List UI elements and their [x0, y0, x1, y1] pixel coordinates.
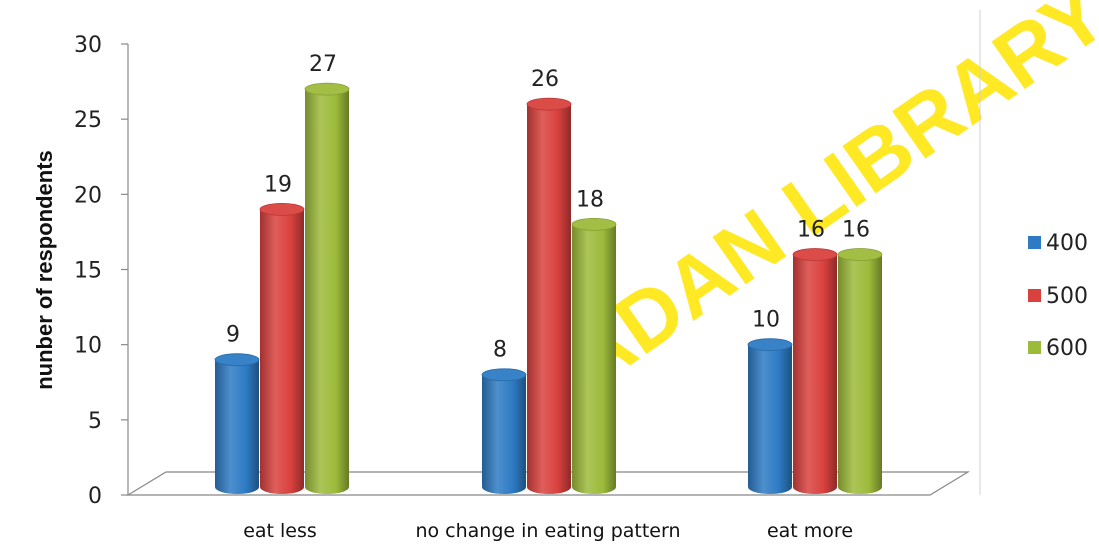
- y-tick-label: 10: [74, 334, 102, 359]
- data-label: 19: [264, 172, 292, 197]
- bar-400-1: [481, 368, 527, 494]
- data-label: 16: [842, 217, 870, 242]
- bar-top: [571, 217, 617, 231]
- y-tick-label: 20: [74, 183, 102, 208]
- legend-swatch: [1028, 341, 1041, 354]
- bar-body: [482, 374, 526, 494]
- legend-item-400: 400: [1028, 231, 1088, 256]
- bar-600-1: [571, 217, 617, 494]
- legend-label: 400: [1046, 231, 1088, 256]
- bar-600-0: [304, 82, 350, 494]
- data-label: 18: [576, 187, 604, 212]
- bar-top: [214, 353, 260, 367]
- bar-400-0: [214, 353, 260, 494]
- legend: 400 500 600: [1028, 231, 1088, 361]
- legend-label: 500: [1046, 284, 1088, 309]
- data-label: 27: [309, 52, 337, 77]
- bar-body: [748, 344, 792, 494]
- bar-body: [793, 254, 837, 494]
- bar-top: [747, 338, 793, 352]
- bar-body: [572, 224, 616, 494]
- bar-500-2: [792, 248, 838, 494]
- legend-swatch: [1028, 236, 1041, 249]
- y-axis-title: nunber of respondents: [32, 150, 57, 390]
- y-tick-label: 25: [74, 108, 102, 133]
- bar-600-2: [837, 248, 883, 494]
- bar-500-1: [526, 97, 572, 494]
- data-labels: 9 19 27 8 26 18 10 16 16: [226, 52, 870, 363]
- data-label: 16: [797, 217, 825, 242]
- bar-body: [305, 89, 349, 494]
- bar-top: [837, 248, 883, 261]
- bar-top: [259, 202, 305, 216]
- bar-top: [304, 82, 350, 96]
- y-tick-label: 30: [74, 33, 102, 58]
- category-labels: eat less no change in eating pattern eat m…: [243, 520, 853, 542]
- legend-item-500: 500: [1028, 284, 1088, 309]
- category-label: eat more: [767, 520, 853, 542]
- bar-top: [526, 97, 572, 111]
- y-tick-label: 5: [88, 409, 102, 434]
- bar-body: [260, 209, 304, 494]
- y-tick-label: 0: [88, 484, 102, 509]
- legend-swatch: [1028, 289, 1041, 302]
- bar-body: [838, 254, 882, 494]
- legend-item-600: 600: [1028, 336, 1088, 361]
- y-axis-ticks: 0 5 10 15 20 25 30: [74, 33, 128, 509]
- data-label: 10: [752, 308, 780, 333]
- bars-group: [214, 82, 883, 494]
- y-tick-label: 15: [74, 259, 102, 284]
- bar-400-2: [747, 338, 793, 494]
- bar-body: [527, 104, 571, 494]
- category-label: eat less: [243, 520, 317, 542]
- data-label: 8: [493, 338, 507, 363]
- data-label: 9: [226, 323, 240, 348]
- bar-top: [792, 248, 838, 261]
- category-label: no change in eating pattern: [415, 520, 680, 542]
- bar-top: [481, 368, 527, 382]
- legend-label: 600: [1046, 336, 1088, 361]
- bar-500-0: [259, 202, 305, 494]
- data-label: 26: [531, 67, 559, 92]
- bar-body: [215, 359, 259, 494]
